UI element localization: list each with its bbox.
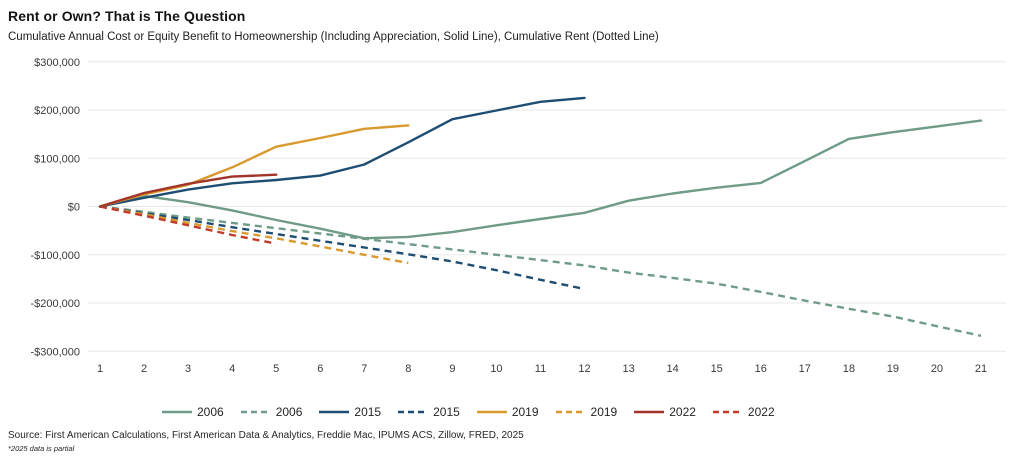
legend-item-2015-dashed: 2015 — [398, 405, 460, 419]
legend-label: 2015 — [354, 405, 382, 419]
series-line-2006-dashed — [99, 205, 982, 337]
legend-item-2019-solid: 2019 — [476, 405, 539, 419]
series-line-2015-solid — [98, 96, 586, 208]
series-line-2022-solid — [98, 173, 278, 208]
y-tick-label: -$100,000 — [30, 250, 80, 262]
legend-label: 2022 — [669, 405, 696, 419]
legend-label: 2019 — [590, 405, 618, 419]
legend-swatch-solid-line-icon — [319, 410, 350, 414]
x-tick-label: 3 — [185, 363, 191, 375]
legend-item-2019-dashed: 2019 — [555, 405, 618, 419]
x-tick-label: 12 — [578, 363, 590, 375]
x-tick-label: 19 — [887, 363, 899, 375]
chart-subtitle: Cumulative Annual Cost or Equity Benefit… — [8, 31, 659, 43]
y-tick-label: -$200,000 — [30, 298, 80, 310]
legend-label: 2006 — [197, 405, 224, 419]
x-tick-label: 6 — [317, 363, 323, 375]
legend-label: 2022 — [747, 405, 775, 419]
x-tick-label: 13 — [622, 363, 634, 375]
legend-swatch-dashed-line-icon — [555, 410, 586, 414]
series-line-2015-dashed — [99, 205, 585, 291]
x-tick-label: 15 — [711, 363, 723, 375]
legend-label: 2019 — [511, 405, 539, 419]
x-tick-label: 21 — [975, 363, 987, 375]
series-line-2006-solid — [98, 119, 983, 240]
legend-swatch-solid-line-icon — [634, 410, 665, 414]
series-line-2019-solid — [98, 124, 410, 208]
series-line-2022-dashed — [99, 205, 277, 245]
page-title: Rent or Own? That is The Question — [8, 8, 246, 24]
legend-item-2015-solid: 2015 — [319, 405, 381, 419]
data-partial-footnote: *2025 data is partial — [8, 444, 75, 453]
legend-swatch-solid-line-icon — [162, 410, 192, 414]
legend-swatch-solid-line-icon — [476, 410, 507, 414]
chart-legend: 2006 2006 2015 2015 2019 2019 2022 2022 — [162, 405, 775, 419]
x-tick-label: 20 — [931, 363, 943, 375]
x-tick-label: 11 — [535, 363, 546, 375]
x-tick-label: 16 — [755, 363, 767, 375]
source-note: Source: First American Calculations, Fir… — [8, 430, 524, 441]
x-tick-label: 9 — [449, 363, 455, 375]
x-tick-label: 18 — [843, 363, 855, 375]
legend-item-2006-solid: 2006 — [162, 405, 224, 419]
series-line-2019-dashed — [99, 205, 409, 265]
y-tick-label: $200,000 — [34, 105, 80, 117]
x-tick-label: 8 — [405, 363, 411, 375]
y-tick-label: $0 — [68, 202, 80, 214]
legend-item-2022-dashed: 2022 — [712, 405, 775, 419]
x-tick-label: 10 — [490, 363, 502, 375]
legend-swatch-dashed-line-icon — [398, 410, 429, 414]
legend-swatch-dashed-line-icon — [240, 410, 271, 414]
legend-item-2022-solid: 2022 — [634, 405, 696, 419]
x-tick-label: 7 — [361, 363, 367, 375]
x-tick-label: 2 — [141, 363, 147, 375]
x-tick-label: 4 — [229, 363, 235, 375]
x-tick-label: 14 — [667, 363, 679, 375]
y-tick-label: $100,000 — [34, 153, 80, 165]
x-tick-label: 1 — [97, 363, 103, 375]
y-tick-label: $300,000 — [34, 57, 80, 69]
y-tick-label: -$300,000 — [30, 346, 80, 358]
legend-swatch-dashed-line-icon — [712, 410, 743, 414]
legend-item-2006-dashed: 2006 — [240, 405, 303, 419]
legend-label: 2015 — [433, 405, 460, 419]
legend-label: 2006 — [275, 405, 303, 419]
x-tick-label: 5 — [273, 363, 279, 375]
x-tick-label: 17 — [799, 363, 811, 375]
